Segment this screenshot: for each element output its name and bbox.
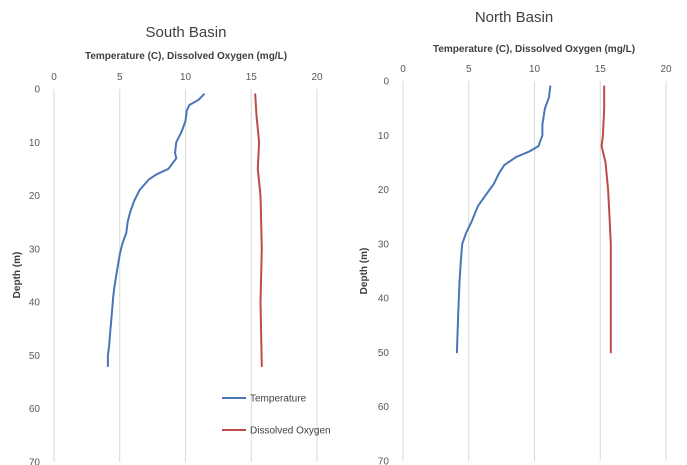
x-tick-label: 20 [311,72,323,83]
x-tick-label: 10 [180,72,192,83]
chart-title: South Basin [146,24,227,41]
x-tick-label: 0 [51,72,57,83]
y-tick-label: 40 [378,294,390,305]
x-tick-label: 15 [246,72,258,83]
y-tick-label: 0 [34,85,40,96]
legend-label-temperature: Temperature [250,394,307,405]
x-tick-label: 20 [660,64,672,75]
y-axis-title: Depth (m) [359,248,370,295]
y-tick-label: 70 [378,457,390,465]
y-tick-label: 30 [378,239,390,250]
y-tick-label: 60 [29,404,41,415]
y-tick-label: 10 [29,138,41,149]
y-tick-label: 30 [29,244,41,255]
y-tick-label: 10 [378,131,390,142]
south-basin-chart: South Basin Temperature (C), Dissolved O… [12,24,323,465]
x-axis-title: Temperature (C), Dissolved Oxygen (mg/L) [433,44,635,55]
north-basin-chart: North Basin Temperature (C), Dissolved O… [359,9,672,465]
y-axis-title: Depth (m) [12,252,23,299]
y-tick-label: 40 [29,298,41,309]
x-axis-title: Temperature (C), Dissolved Oxygen (mg/L) [85,51,287,62]
x-tick-label: 5 [466,64,472,75]
x-tick-label: 10 [529,64,541,75]
chart-title: North Basin [475,9,553,26]
x-tick-label: 5 [117,72,123,83]
dissolved-oxygen-line [254,93,263,368]
x-tick-label: 15 [595,64,607,75]
x-tick-label: 0 [400,64,406,75]
y-tick-label: 50 [378,348,390,359]
y-tick-label: 70 [29,458,41,465]
legend: Temperature Dissolved Oxygen [222,394,331,437]
legend-label-dissolved-oxygen: Dissolved Oxygen [250,426,331,437]
y-tick-label: 60 [378,402,390,413]
y-tick-label: 0 [383,77,389,88]
dissolved-oxygen-line [600,85,612,354]
temperature-line [455,85,552,354]
y-tick-label: 20 [378,185,390,196]
temperature-line [106,93,205,368]
y-tick-label: 20 [29,191,41,202]
y-tick-label: 50 [29,351,41,362]
